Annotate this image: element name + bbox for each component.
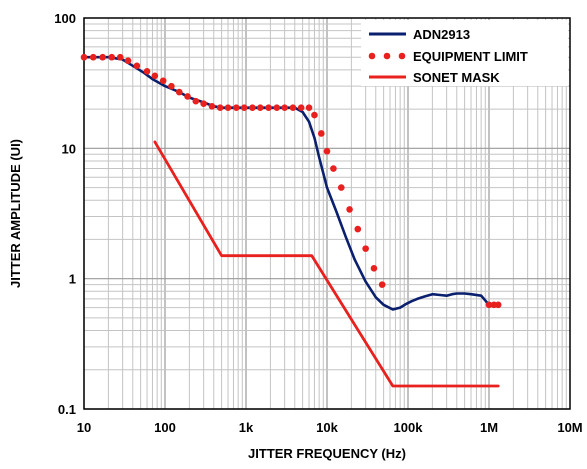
data-point-equipment-limit: [311, 111, 318, 119]
x-tick-label: 10: [77, 420, 91, 435]
legend-label-equipment-limit: EQUIPMENT LIMIT: [413, 49, 528, 64]
data-point-equipment-limit: [354, 225, 362, 233]
tick-labels: 10 100 1k 10k 100k 1M 10M 0.1 1 10 100: [54, 11, 582, 435]
data-point-equipment-limit: [362, 245, 369, 252]
data-point-equipment-limit: [281, 104, 288, 112]
legend: ADN2913 EQUIPMENT LIMIT SONET MASK: [361, 20, 568, 86]
plot-frame: [83, 17, 571, 410]
x-tick-label: 100: [154, 420, 176, 435]
series-layer: [80, 53, 502, 388]
data-point-equipment-limit: [305, 104, 313, 112]
data-point-equipment-limit: [124, 57, 132, 65]
series-line-sonet-mask: [153, 140, 500, 388]
legend-item-sonet-mask: SONET MASK: [369, 70, 500, 85]
data-point-equipment-limit: [378, 281, 386, 288]
data-point-equipment-limit: [99, 53, 106, 61]
data-point-equipment-limit: [143, 67, 151, 75]
y-tick-label: 0.1: [58, 402, 76, 417]
data-point-equipment-limit: [297, 104, 305, 112]
data-point-equipment-limit: [184, 93, 191, 100]
y-tick-label: 10: [62, 141, 76, 156]
data-point-equipment-limit: [208, 103, 216, 110]
legend-dot: [368, 52, 376, 60]
data-point-equipment-limit: [80, 53, 88, 61]
data-point-equipment-limit: [289, 104, 297, 112]
data-point-equipment-limit: [168, 82, 175, 90]
data-point-equipment-limit: [249, 104, 256, 112]
data-point-equipment-limit: [151, 72, 159, 80]
data-point-equipment-limit: [370, 265, 378, 272]
y-tick-label: 100: [54, 11, 76, 26]
data-point-equipment-limit: [159, 77, 167, 85]
data-point-equipment-limit: [265, 104, 272, 112]
y-axis-label: JITTER AMPLITUDE (UI): [8, 139, 23, 288]
data-point-equipment-limit: [216, 104, 224, 112]
data-point-equipment-limit: [200, 100, 207, 108]
legend-dot: [398, 52, 406, 60]
legend-item-adn2913: ADN2913: [369, 27, 470, 42]
legend-item-equipment-limit: EQUIPMENT LIMIT: [368, 49, 528, 64]
legend-dot: [383, 52, 391, 60]
series-line-adn2913: [82, 55, 491, 311]
data-point-equipment-limit: [256, 104, 264, 112]
data-point-equipment-limit: [494, 301, 502, 309]
grid: [83, 18, 570, 410]
y-tick-label: 1: [69, 272, 76, 287]
data-point-equipment-limit: [224, 104, 232, 112]
data-point-equipment-limit: [337, 184, 345, 191]
data-point-equipment-limit: [346, 206, 353, 213]
data-point-equipment-limit: [175, 88, 183, 96]
x-axis-label: JITTER FREQUENCY (Hz): [248, 446, 406, 461]
legend-label-sonet-mask: SONET MASK: [413, 70, 500, 85]
data-point-equipment-limit: [192, 97, 200, 105]
legend-background: [361, 20, 568, 86]
data-point-equipment-limit: [323, 147, 331, 155]
data-point-equipment-limit: [330, 165, 337, 172]
x-tick-label: 1k: [239, 420, 254, 435]
series-equipment-limit: [80, 53, 502, 309]
x-tick-label: 100k: [394, 420, 424, 435]
data-point-equipment-limit: [273, 104, 281, 112]
data-point-equipment-limit: [116, 53, 124, 61]
data-point-equipment-limit: [133, 62, 141, 70]
data-point-equipment-limit: [233, 104, 240, 112]
legend-swatch-equipment-limit: [368, 52, 406, 60]
data-point-equipment-limit: [317, 130, 325, 137]
x-tick-label: 10k: [316, 420, 338, 435]
data-point-equipment-limit: [89, 53, 97, 61]
data-point-equipment-limit: [240, 104, 248, 112]
x-tick-label: 1M: [480, 420, 498, 435]
data-point-equipment-limit: [108, 53, 116, 61]
x-tick-label: 10M: [557, 420, 582, 435]
data-point-equipment-limit: [485, 301, 493, 309]
legend-label-adn2913: ADN2913: [413, 27, 470, 42]
